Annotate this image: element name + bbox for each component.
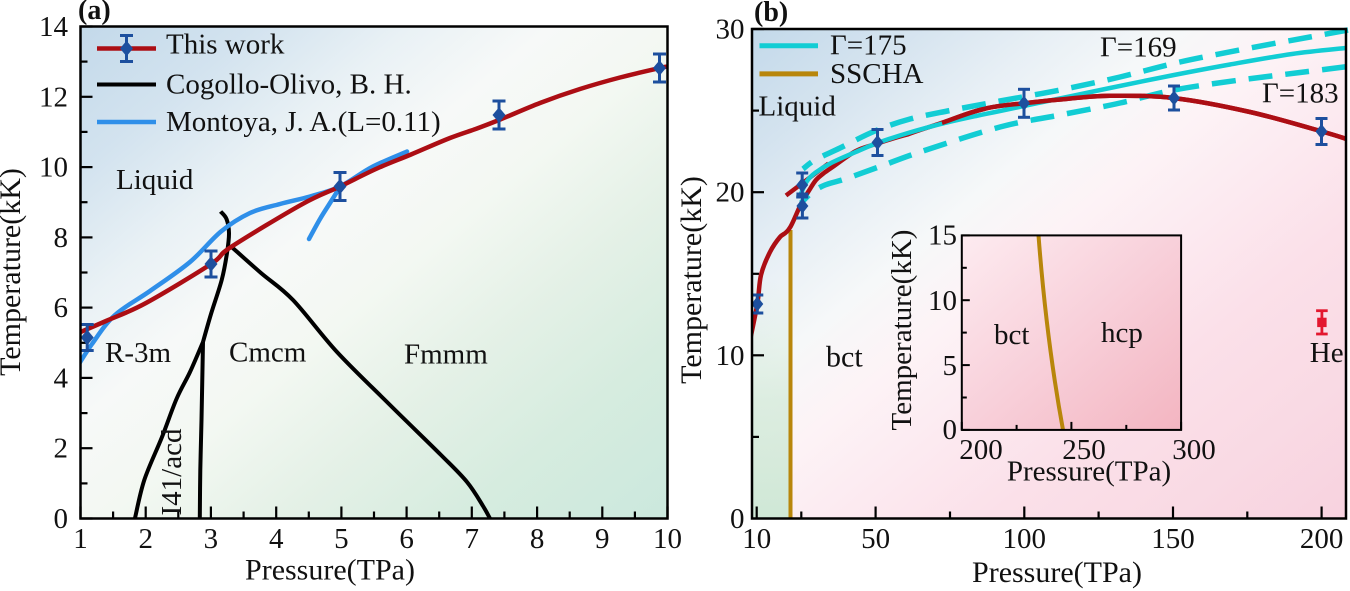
svg-text:200: 200 [959, 434, 1003, 466]
svg-text:50: 50 [861, 523, 890, 555]
svg-text:15: 15 [928, 220, 957, 252]
svg-text:Γ=183: Γ=183 [1262, 78, 1339, 110]
svg-text:9: 9 [595, 523, 610, 555]
svg-text:bct: bct [994, 319, 1029, 351]
svg-text:Liquid: Liquid [116, 164, 194, 196]
svg-text:3: 3 [204, 523, 219, 555]
svg-text:0: 0 [54, 503, 69, 535]
svg-text:5: 5 [334, 523, 349, 555]
svg-text:Fmmm: Fmmm [404, 339, 488, 371]
svg-text:10: 10 [39, 152, 68, 184]
svg-text:Temperature(kK): Temperature(kK) [886, 230, 918, 431]
svg-text:I41/acd: I41/acd [156, 428, 188, 515]
svg-text:10: 10 [928, 285, 957, 317]
svg-text:14: 14 [39, 11, 69, 43]
svg-text:R-3m: R-3m [105, 337, 172, 369]
svg-text:2: 2 [54, 433, 69, 465]
svg-text:bct: bct [826, 341, 863, 374]
svg-text:SSCHA: SSCHA [830, 58, 924, 90]
svg-text:Montoya, J. A.(L=0.11): Montoya, J. A.(L=0.11) [166, 106, 441, 138]
svg-text:Pressure(TPa): Pressure(TPa) [1007, 456, 1171, 488]
svg-text:30: 30 [716, 14, 745, 46]
svg-text:300: 300 [1172, 434, 1216, 466]
svg-text:Pressure(TPa): Pressure(TPa) [245, 554, 415, 587]
svg-text:100: 100 [1003, 523, 1047, 555]
svg-text:hcp: hcp [1101, 317, 1143, 349]
svg-text:This work: This work [166, 29, 285, 61]
svg-text:10: 10 [742, 523, 771, 555]
svg-text:Cmcm: Cmcm [229, 337, 307, 369]
svg-text:200: 200 [1300, 523, 1344, 555]
svg-text:8: 8 [530, 523, 545, 555]
svg-text:0: 0 [943, 414, 958, 446]
svg-text:0: 0 [730, 503, 745, 535]
svg-text:150: 150 [1151, 523, 1195, 555]
svg-text:6: 6 [54, 292, 69, 324]
svg-text:Temperature(kK): Temperature(kK) [0, 168, 27, 376]
svg-text:4: 4 [269, 523, 284, 555]
svg-text:(a): (a) [78, 0, 111, 26]
svg-text:(b): (b) [754, 0, 788, 28]
svg-text:4: 4 [54, 362, 69, 394]
svg-text:7: 7 [465, 523, 480, 555]
svg-text:1: 1 [73, 523, 88, 555]
svg-text:Liquid: Liquid [759, 91, 837, 123]
svg-text:250: 250 [1062, 434, 1106, 466]
svg-text:20: 20 [716, 177, 745, 209]
svg-text:Γ=175: Γ=175 [830, 30, 907, 62]
svg-text:10: 10 [653, 523, 682, 555]
svg-text:Pressure(TPa): Pressure(TPa) [972, 556, 1142, 589]
svg-text:12: 12 [39, 81, 68, 113]
svg-text:Temperature(kK): Temperature(kK) [675, 176, 708, 384]
svg-text:5: 5 [943, 350, 958, 382]
svg-text:8: 8 [54, 222, 69, 254]
svg-text:10: 10 [716, 340, 745, 372]
svg-text:Cogollo-Olivo, B. H.: Cogollo-Olivo, B. H. [166, 69, 412, 101]
svg-text:Γ=169: Γ=169 [1100, 32, 1177, 64]
svg-text:2: 2 [138, 523, 153, 555]
svg-text:6: 6 [399, 523, 414, 555]
svg-text:He: He [1310, 337, 1344, 369]
